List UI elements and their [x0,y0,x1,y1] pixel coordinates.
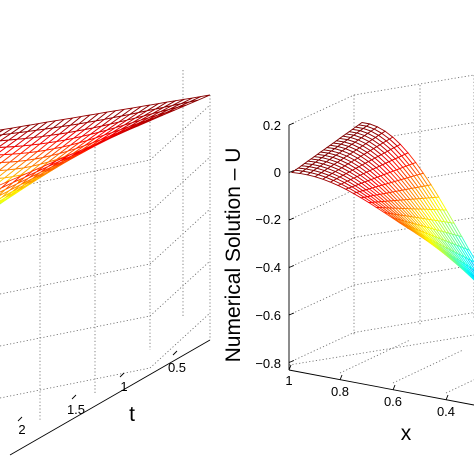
z-axis-tick [288,265,295,268]
t-axis-tick [17,416,23,422]
grid-line [392,349,464,384]
grid-line [149,260,211,317]
right-x-axis-label: x [401,422,412,445]
right-z-axis-label: Numerical Solution – U [222,148,245,363]
grid-line [353,312,474,333]
x-axis-tick [288,364,292,371]
surface-mesh-cell [189,94,211,103]
z-axis-tick [288,360,295,363]
grid-line [353,74,474,96]
t-axis-tick [172,350,178,356]
grid-line [0,211,151,243]
grid-line [353,264,474,286]
z-axis-tick [288,170,295,173]
z-axis-tick [288,122,295,126]
right-z-tick: 0 [274,165,281,180]
right-z-tick: −0.6 [255,308,281,323]
x-axis-tick [445,394,449,401]
left-t-tick: 1.5 [67,402,85,417]
surface-mesh-cell [0,177,7,183]
right-x-tick: 0.8 [331,384,349,399]
surface-mesh-cell [471,267,474,273]
right-z-tick: −0.2 [255,212,281,227]
t-axis-tick [119,372,125,378]
grid-line [288,237,355,268]
grid-line [288,332,355,363]
z-axis-tick [288,312,295,316]
x-axis [288,369,474,406]
x-axis-tick [392,384,396,391]
x-axis-tick [339,374,343,381]
grid-line [288,284,355,316]
right-surface-plot [288,74,474,406]
left-surface-plot [0,70,211,456]
right-x-tick: 0.6 [384,394,402,409]
left-t-tick: 1 [120,379,127,394]
grid-line [0,315,151,347]
right-z-tick: −0.4 [255,260,281,275]
grid-line [288,189,355,221]
grid-line [149,208,211,265]
t-axis-tick [71,394,77,400]
left-t-axis-label: t [129,403,135,426]
right-x-tick: 0.4 [437,404,455,419]
z-axis-tick [288,217,295,221]
grid-line [288,94,355,126]
right-x-tick: 1 [285,373,292,388]
left-t-tick: 0.5 [168,360,186,375]
grid-line [339,339,411,374]
grid-line [445,379,474,394]
grid-line [149,156,211,213]
right-z-tick: 0.2 [263,118,281,133]
surface-mesh-cell [357,122,371,127]
left-t-tick: 2 [18,422,25,437]
grid-line [0,263,151,295]
surface-mesh-cell [0,202,2,205]
right-z-tick: −0.8 [255,356,281,371]
grid-line [288,334,474,366]
t-axis [9,339,211,456]
